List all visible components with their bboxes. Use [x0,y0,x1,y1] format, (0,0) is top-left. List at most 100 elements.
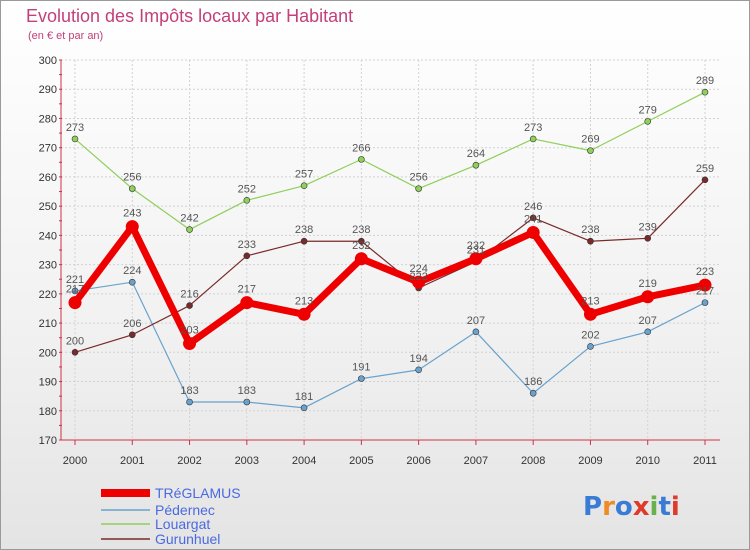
data-point-1 [644,328,652,336]
data-point-1 [472,328,480,336]
x-tick-label: 2000 [63,455,87,467]
data-label-2: 242 [180,213,198,225]
data-label-2: 273 [524,122,542,134]
data-label-0: 243 [123,208,141,220]
data-point-3 [186,302,193,309]
data-label-0: 217 [66,284,84,296]
data-label-1: 194 [409,353,427,365]
data-point-0 [698,278,712,292]
y-tick-label: 300 [39,55,57,67]
data-point-2 [644,118,652,125]
data-label-1: 191 [352,362,370,374]
data-label-1: 224 [123,265,141,277]
data-label-3: 238 [295,224,313,236]
data-label-2: 256 [123,172,141,184]
data-point-0 [183,337,197,351]
data-label-2: 273 [66,122,84,134]
data-point-1 [415,366,422,374]
x-tick-label: 2010 [635,455,659,467]
x-tick-label: 2007 [464,455,488,467]
x-tick-label: 2011 [693,455,717,467]
y-tick-label: 200 [39,347,57,359]
legend-label-3: Gurunhuel [155,531,220,547]
data-point-1 [71,287,79,295]
logo-text: Proxiti [583,492,680,522]
chart-title: Evolution des Impôts locaux par Habitant [26,6,353,26]
data-point-2 [529,135,537,143]
y-tick-label: 210 [39,318,57,330]
data-point-0 [297,307,311,321]
data-label-0: 203 [180,325,198,337]
data-point-0 [526,225,540,239]
series-line-1 [74,281,706,409]
axes: 170 180 190 200 210 220 230 240 250 260 270 280 290 3… [39,55,720,467]
data-point-0 [354,252,368,266]
data-point-1 [186,398,193,406]
data-label-3: 246 [524,201,542,213]
data-point-1 [587,343,594,350]
data-point-2 [701,88,709,96]
data-label-3: 222 [409,271,427,283]
data-label-3: 206 [123,318,141,330]
series-line-0 [71,223,709,348]
x-tick-label: 2006 [406,455,430,467]
x-tick-label: 2008 [521,455,545,467]
x-tick-label: 2004 [292,455,316,467]
data-label-3: 259 [696,163,714,175]
data-point-0 [240,296,254,310]
data-point-0 [583,307,597,321]
y-tick-label: 250 [39,201,57,213]
y-tick-label: 260 [39,172,57,184]
data-label-3: 233 [238,239,256,251]
data-label-0: 213 [581,295,599,307]
data-point-2 [128,185,136,192]
data-point-3 [243,252,251,260]
data-point-3 [701,176,709,184]
data-point-0 [68,296,82,310]
data-point-3 [358,237,365,245]
data-point-2 [186,226,193,233]
data-label-0: 224 [409,263,427,275]
x-tick-label: 2003 [235,455,259,467]
data-label-2: 266 [352,142,370,154]
series-line-3 [74,179,706,353]
data-point-0 [125,220,139,234]
legend-label-0: TRéGLAMUS [155,485,241,501]
data-label-2: 256 [409,172,427,184]
data-label-0: 232 [467,240,485,252]
data-point-1 [128,278,136,286]
y-tick-label: 270 [39,143,57,155]
data-point-1 [529,389,537,397]
data-label-2: 269 [581,134,599,146]
data-label-1: 183 [238,385,256,397]
data-point-0 [641,290,655,304]
chart-subtitle: (en € et par an) [28,30,103,42]
data-label-0: 232 [352,240,370,252]
data-label-2: 264 [467,148,485,160]
legend-label-1: Pédernec [155,502,215,518]
data-point-2 [71,135,79,143]
data-point-1 [701,299,709,306]
data-label-3: 200 [66,335,84,347]
y-tick-label: 170 [39,435,57,447]
y-tick-label: 190 [39,377,57,389]
gridlines [61,59,720,441]
data-label-2: 279 [639,104,657,116]
data-label-3: 238 [581,224,599,236]
data-label-1: 181 [295,391,313,403]
data-labels: 221 224 183 183 181 191 194 207 186 202 207 217 273 2… [66,75,714,403]
x-tick-label: 2001 [120,455,144,467]
x-tick-label: 2005 [349,455,373,467]
data-point-2 [415,185,422,192]
data-label-1: 217 [696,286,714,298]
y-tick-label: 240 [39,230,57,242]
data-point-1 [243,398,251,406]
data-label-1: 221 [66,274,84,286]
proxiti-logo: Proxiti [583,492,680,522]
data-point-0 [412,275,426,289]
data-label-3: 216 [180,289,198,301]
series-layer [68,88,712,412]
data-point-3 [587,237,594,245]
data-label-0: 223 [696,266,714,278]
